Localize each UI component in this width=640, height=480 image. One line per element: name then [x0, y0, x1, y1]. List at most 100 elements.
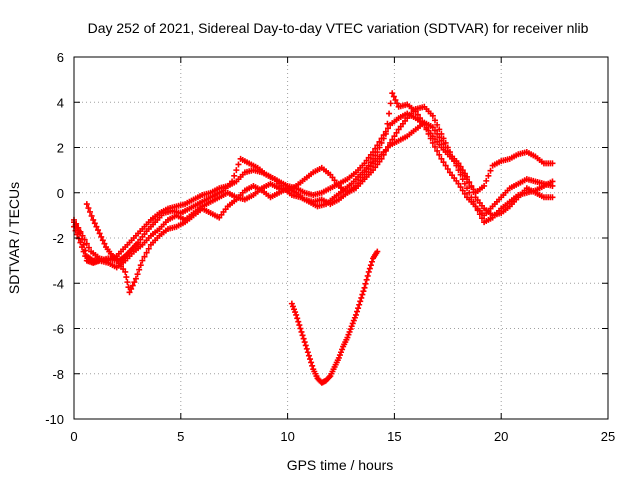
data-point [549, 160, 556, 167]
data-point [298, 328, 305, 335]
data-point [468, 182, 475, 189]
data-point [431, 143, 438, 150]
data-point [83, 201, 90, 208]
data-point [436, 134, 443, 141]
data-point [137, 262, 144, 269]
data-point [351, 314, 358, 321]
data-point [363, 276, 370, 283]
data-point [139, 257, 146, 264]
data-point [549, 194, 556, 201]
data-point [355, 305, 362, 312]
data-point [470, 186, 477, 193]
y-tick-label: -2 [52, 231, 64, 246]
y-axis-label: SDTVAR / TECUs [6, 182, 22, 294]
data-point [123, 274, 130, 281]
data-point [374, 142, 381, 149]
data-point [305, 352, 312, 359]
data-point [307, 356, 314, 363]
data-point [309, 362, 316, 369]
data-point [335, 354, 342, 361]
data-point [143, 249, 150, 256]
data-point [442, 162, 449, 169]
data-point [455, 162, 462, 169]
data-point [131, 279, 138, 286]
data-point [367, 159, 374, 166]
data-point [474, 207, 481, 214]
data-point [359, 291, 366, 298]
data-point [336, 352, 343, 359]
data-point [434, 121, 441, 128]
data-point [457, 184, 464, 191]
data-point [481, 182, 488, 189]
data-point [99, 237, 106, 244]
data-point [301, 339, 308, 346]
data-point [438, 137, 445, 144]
data-point [440, 159, 447, 166]
data-point [394, 100, 401, 107]
data-point [455, 180, 462, 187]
data-point [296, 322, 303, 329]
x-tick-label: 25 [601, 429, 615, 444]
y-tick-label: 4 [57, 95, 64, 110]
data-point [81, 236, 88, 243]
data-point [95, 227, 102, 234]
data-point [98, 233, 105, 240]
y-tick-label: 6 [57, 50, 64, 65]
data-point [374, 248, 381, 255]
data-point [83, 240, 90, 247]
data-point [431, 127, 438, 134]
data-point [466, 179, 473, 186]
chart-title: Day 252 of 2021, Sidereal Day-to-day VTE… [88, 20, 589, 36]
data-point [444, 165, 451, 172]
data-point [90, 216, 97, 223]
data-point [390, 93, 397, 100]
data-point [344, 334, 351, 341]
data-point [289, 303, 296, 310]
data-point [80, 248, 87, 255]
data-point [391, 133, 398, 140]
data-point [459, 169, 466, 176]
data-point [350, 317, 357, 324]
data-point [354, 308, 361, 315]
data-point [82, 253, 89, 260]
data-point [87, 208, 94, 215]
data-point [370, 155, 377, 162]
x-tick-label: 20 [494, 429, 508, 444]
data-point [483, 177, 490, 184]
data-point [367, 262, 374, 269]
data-point [429, 124, 436, 131]
data-point [485, 172, 492, 179]
data-point [345, 331, 352, 338]
data-point [366, 265, 373, 272]
data-point [141, 253, 148, 260]
data-point [436, 126, 443, 133]
data-point [434, 147, 441, 154]
data-point [124, 279, 131, 286]
data-point [288, 300, 295, 307]
data-point [85, 244, 92, 251]
data-point [308, 359, 315, 366]
data-point [291, 306, 298, 313]
data-point [478, 215, 485, 222]
data-point [376, 138, 383, 145]
data-point [361, 284, 368, 291]
data-point [461, 180, 468, 187]
data-point [434, 130, 441, 137]
data-point [461, 172, 468, 179]
data-point [347, 326, 354, 333]
data-point [77, 239, 84, 246]
x-tick-label: 15 [387, 429, 401, 444]
data-point [476, 211, 483, 218]
data-point [231, 172, 238, 179]
data-point [414, 111, 421, 118]
data-point [75, 235, 82, 242]
data-point [360, 288, 367, 295]
data-point [356, 301, 363, 308]
data-point [85, 205, 92, 212]
data-point [303, 345, 310, 352]
y-tick-label: 0 [57, 186, 64, 201]
data-point [91, 220, 98, 227]
data-point [365, 162, 372, 169]
data-point [487, 167, 494, 174]
